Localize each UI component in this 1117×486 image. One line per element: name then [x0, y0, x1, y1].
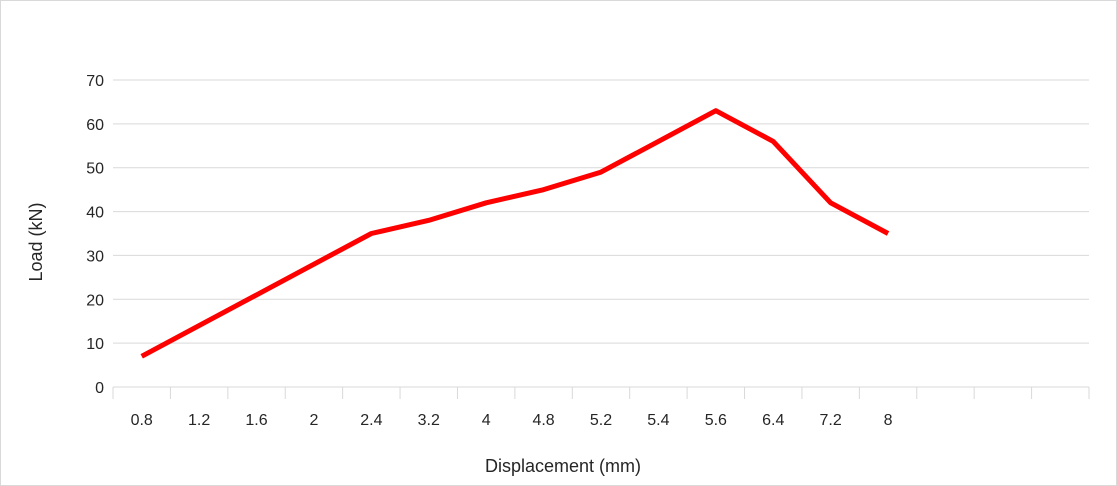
y-tick-label: 70 — [86, 73, 104, 90]
series-line — [140, 108, 890, 359]
y-tick-label: 30 — [86, 248, 104, 265]
x-tick-label: 3.2 — [418, 412, 440, 429]
x-tick-label: 6.4 — [762, 412, 784, 429]
x-tick-label: 5.6 — [705, 412, 727, 429]
series — [140, 108, 890, 359]
x-axis-title: Displacement (mm) — [485, 456, 641, 476]
x-tick-label: 2.4 — [360, 412, 382, 429]
y-tick-label: 20 — [86, 292, 104, 309]
x-tick-label: 1.2 — [188, 412, 210, 429]
x-tick-label: 7.2 — [820, 412, 842, 429]
x-tick-label: 5.2 — [590, 412, 612, 429]
x-tick-label: 4.8 — [532, 412, 554, 429]
gridlines — [113, 79, 1089, 344]
y-axis-title: Load (kN) — [26, 202, 46, 281]
x-tick-label: 1.6 — [245, 412, 267, 429]
y-tick-label: 0 — [95, 380, 104, 397]
x-axis-tick-labels: 0.8 1.2 1.6 2 2.4 3.2 4 4.8 5.2 5.4 5.6 6.4 7.2 8 — [131, 412, 893, 429]
y-tick-label: 40 — [86, 205, 104, 222]
x-axis — [112, 386, 1090, 399]
y-axis: 0 10 20 30 40 50 60 70 — [86, 73, 104, 397]
x-tick-label: 2 — [309, 412, 318, 429]
x-tick-label: 4 — [482, 412, 491, 429]
y-tick-label: 50 — [86, 161, 104, 178]
x-tick-label: 8 — [884, 412, 893, 429]
y-tick-label: 10 — [86, 336, 104, 353]
y-tick-label: 60 — [86, 117, 104, 134]
x-tick-label: 0.8 — [131, 412, 153, 429]
x-tick-label: 5.4 — [647, 412, 669, 429]
